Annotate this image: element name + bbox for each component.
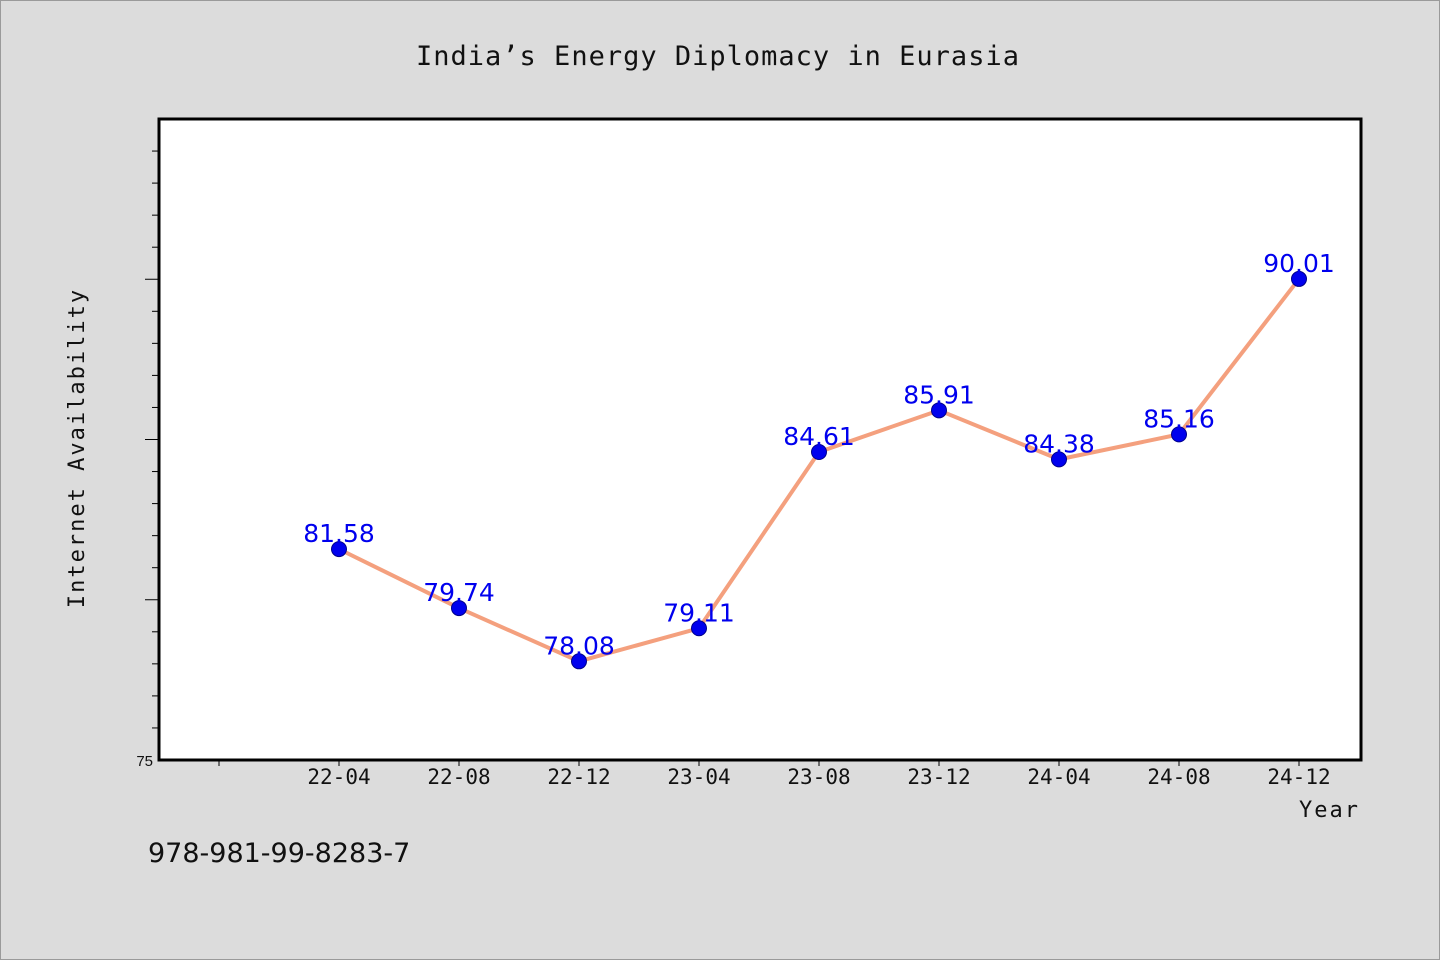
data-point	[811, 443, 827, 460]
data-label: 85.91	[903, 380, 975, 409]
x-tick-label: 22-04	[307, 765, 370, 789]
data-point	[331, 541, 347, 558]
y-tick-label-min: 75	[136, 753, 153, 770]
data-label: 90.01	[1263, 249, 1335, 278]
x-tick-label: 23-08	[787, 765, 850, 789]
data-point	[931, 402, 947, 419]
data-point	[691, 620, 707, 637]
data-label: 78.08	[543, 631, 615, 660]
x-tick-label: 22-08	[427, 765, 490, 789]
data-label: 84.61	[783, 422, 855, 451]
data-point	[1291, 270, 1307, 287]
data-label: 84.38	[1023, 429, 1095, 458]
data-label: 79.11	[663, 598, 735, 627]
data-point	[571, 653, 587, 670]
y-axis-ticks	[145, 150, 159, 729]
data-label: 85.16	[1143, 404, 1215, 433]
series-group: 81.58 79.74 78.08 79.11 84.61 85.91 84.38 85.16…	[303, 249, 1335, 670]
isbn-footer: 978-981-99-8283-7	[148, 838, 410, 869]
data-label: 81.58	[303, 519, 375, 548]
chart-title: India’s Energy Diplomacy in Eurasia	[416, 41, 1020, 72]
data-point	[451, 600, 467, 617]
x-tick-label: 23-12	[907, 765, 970, 789]
data-label: 79.74	[423, 578, 495, 607]
y-axis-label: Internet Availability	[65, 288, 90, 608]
x-tick-label: 24-12	[1267, 765, 1330, 789]
x-tick-label: 24-04	[1027, 765, 1090, 789]
x-tick-label: 24-08	[1147, 765, 1210, 789]
x-axis-ticks: 22-04 22-08 22-12 23-04 23-08 23-12 24-04 24-08…	[218, 760, 1331, 789]
data-point	[1171, 426, 1187, 443]
x-tick-label: 23-04	[667, 765, 730, 789]
x-tick-label: 22-12	[547, 765, 610, 789]
x-axis-label: Year	[1299, 798, 1360, 823]
data-point	[1051, 451, 1067, 468]
